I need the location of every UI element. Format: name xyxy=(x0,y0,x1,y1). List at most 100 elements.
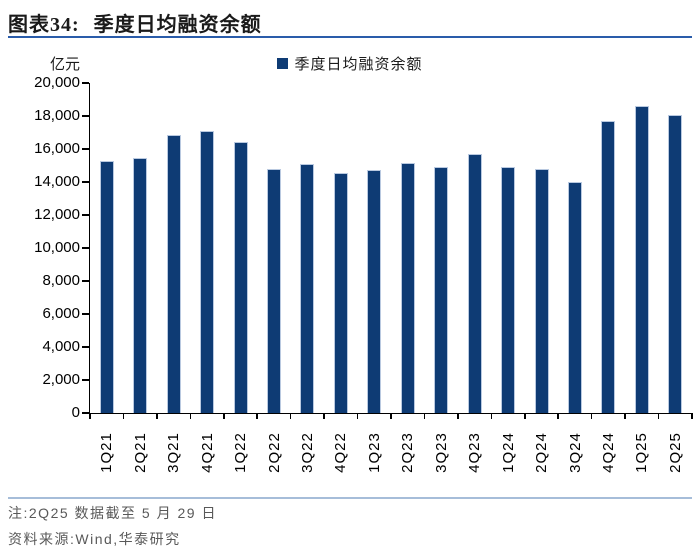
x-axis-tick-label: 1Q25 xyxy=(633,431,651,473)
x-axis-tick-label: 2Q21 xyxy=(131,431,149,473)
footer-divider xyxy=(8,497,692,499)
x-axis-tick xyxy=(256,413,258,419)
x-axis-tick xyxy=(624,413,626,419)
legend-swatch-icon xyxy=(277,58,289,69)
bar-2Q24 xyxy=(534,168,549,413)
bar-4Q22 xyxy=(333,172,348,413)
y-axis-tick xyxy=(82,115,89,117)
y-axis-tick-label: 14,000 xyxy=(34,173,80,190)
x-axis-label-box: 4Q22 xyxy=(324,419,357,485)
x-axis-label-box: 3Q24 xyxy=(558,419,591,485)
x-axis-tick xyxy=(590,413,593,419)
x-axis-tick-label: 3Q21 xyxy=(165,431,183,473)
bar-1Q22 xyxy=(233,142,248,413)
bar-4Q24 xyxy=(601,120,616,413)
bar-2Q21 xyxy=(133,158,148,413)
bar-chart: 0 2,000 4,000 6,000 8,000 10,000 12,000 14,000 1… xyxy=(34,75,693,472)
x-axis-label-box: 2Q25 xyxy=(659,419,692,485)
bar-3Q22 xyxy=(300,163,315,413)
x-axis-tick xyxy=(156,413,158,419)
y-axis-tick-label: 2,000 xyxy=(42,371,80,388)
y-axis-tick-label: 12,000 xyxy=(34,206,80,223)
x-axis-tick xyxy=(89,413,91,419)
x-axis-tick xyxy=(490,413,493,419)
x-axis-label-box: 3Q21 xyxy=(157,419,190,485)
figure-label: 图表34: xyxy=(8,14,80,36)
x-axis-label-box: 3Q23 xyxy=(424,419,457,485)
bar-1Q23 xyxy=(367,169,382,413)
x-axis-tick-label: 1Q24 xyxy=(499,431,517,473)
x-axis-tick xyxy=(657,413,660,419)
x-axis-tick xyxy=(122,413,125,419)
x-axis-tick xyxy=(323,413,325,419)
x-axis-tick-label: 1Q21 xyxy=(98,431,116,473)
bar-2Q22 xyxy=(266,168,281,413)
x-axis-tick-label: 3Q24 xyxy=(566,431,584,473)
y-axis-tick-label: 0 xyxy=(71,404,80,421)
x-axis-tick xyxy=(356,413,359,419)
bar-1Q24 xyxy=(501,167,516,413)
page-title: 季度日均融资余额 xyxy=(93,14,262,36)
y-axis-tick xyxy=(82,412,89,414)
x-axis-tick xyxy=(189,413,192,419)
figure-header: 图表34: 季度日均融资余额 xyxy=(8,8,262,37)
x-axis-label-box: 2Q22 xyxy=(257,419,290,485)
x-axis-tick-label: 2Q23 xyxy=(399,431,417,473)
x-axis-label-box: 1Q25 xyxy=(625,419,658,485)
x-axis-tick xyxy=(223,413,225,419)
x-axis-tick-label: 2Q24 xyxy=(532,431,550,473)
x-axis-tick xyxy=(457,413,459,419)
y-axis-tick xyxy=(82,214,89,216)
x-axis-tick-label: 2Q25 xyxy=(666,431,684,473)
bar-2Q25 xyxy=(668,115,683,413)
y-axis-tick xyxy=(82,280,89,282)
y-axis-tick xyxy=(82,379,89,381)
title-underline xyxy=(8,36,692,38)
y-axis-tick xyxy=(82,148,89,150)
y-axis-tick xyxy=(82,82,89,84)
x-axis-tick-label: 4Q22 xyxy=(332,431,350,473)
x-axis-label-box: 1Q21 xyxy=(90,419,123,485)
bar-3Q23 xyxy=(434,167,449,413)
x-axis-tick xyxy=(423,413,426,419)
x-axis-tick-label: 1Q22 xyxy=(231,431,249,473)
x-axis-label-box: 1Q22 xyxy=(224,419,257,485)
x-axis-tick-label: 3Q22 xyxy=(298,431,316,473)
y-axis-unit-label: 亿元 xyxy=(50,57,81,73)
bar-4Q23 xyxy=(467,153,482,413)
chart-legend: 季度日均融资余额 xyxy=(0,53,700,74)
y-axis-tick xyxy=(82,346,89,348)
y-axis-tick xyxy=(82,247,89,249)
chart-source: 资料来源:Wind,华泰研究 xyxy=(8,531,181,547)
x-axis-tick-label: 4Q23 xyxy=(466,431,484,473)
x-axis-label-box: 1Q24 xyxy=(491,419,524,485)
x-axis-label-box: 2Q24 xyxy=(525,419,558,485)
x-axis-label-box: 2Q23 xyxy=(391,419,424,485)
x-axis-tick-label: 4Q24 xyxy=(599,431,617,473)
x-axis-tick-label: 2Q22 xyxy=(265,431,283,473)
x-axis-tick-label: 3Q23 xyxy=(432,431,450,473)
x-axis-tick xyxy=(390,413,392,419)
x-axis-label-box: 2Q21 xyxy=(123,419,156,485)
x-axis-label-box: 1Q23 xyxy=(358,419,391,485)
x-axis-label-box: 3Q22 xyxy=(291,419,324,485)
bar-3Q24 xyxy=(567,182,582,413)
legend-label: 季度日均融资余额 xyxy=(294,57,423,73)
x-axis-tick xyxy=(289,413,292,419)
y-axis-tick-label: 8,000 xyxy=(42,272,80,289)
y-axis-tick xyxy=(82,181,89,183)
x-axis-tick xyxy=(524,413,526,419)
chart-note: 注:2Q25 数据截至 5 月 29 日 xyxy=(8,505,217,521)
x-axis-tick-label: 4Q21 xyxy=(198,431,216,473)
y-axis-tick-label: 20,000 xyxy=(34,74,80,91)
y-axis-tick-label: 16,000 xyxy=(34,140,80,157)
y-axis-tick-label: 4,000 xyxy=(42,338,80,355)
bar-1Q21 xyxy=(99,161,114,413)
y-axis-tick-label: 18,000 xyxy=(34,107,80,124)
bar-3Q21 xyxy=(166,134,181,413)
x-axis-tick xyxy=(691,413,693,419)
x-axis-label-box: 4Q21 xyxy=(190,419,223,485)
y-axis-tick xyxy=(82,313,89,315)
y-axis-tick-label: 10,000 xyxy=(34,239,80,256)
